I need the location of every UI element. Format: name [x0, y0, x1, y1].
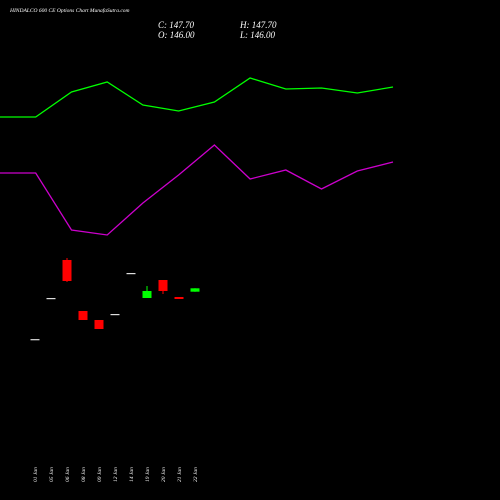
candle-body	[30, 339, 40, 341]
candle-body	[142, 291, 152, 298]
candle-body	[190, 288, 200, 292]
candle-body	[126, 273, 136, 275]
x-tick-label: 20 Jan	[161, 467, 167, 482]
candle-body	[174, 297, 184, 299]
candle-body	[62, 260, 72, 281]
open-summary: O: 146.00	[158, 30, 195, 40]
x-tick-label: 19 Jan	[145, 467, 151, 482]
x-tick-label: 22 Jan	[193, 467, 199, 482]
indicator-line	[0, 77, 394, 118]
x-tick-label: 09 Jan	[97, 467, 103, 482]
x-tick-label: 05 Jan	[49, 467, 55, 482]
close-summary: C: 147.70	[158, 20, 195, 30]
chart-title: HINDALCO 600 CE Options Chart MunafaSutr…	[9, 7, 130, 14]
x-tick-label: 01 Jan	[33, 467, 39, 482]
low-summary: L: 146.00	[239, 30, 276, 40]
indicator-line	[0, 144, 394, 236]
candle-body	[46, 298, 56, 300]
high-summary: H: 147.70	[239, 20, 277, 30]
candle-body	[78, 311, 88, 320]
x-tick-label: 08 Jan	[81, 467, 87, 482]
candle-body	[94, 320, 104, 329]
candle-body	[110, 314, 120, 316]
x-tick-label: 12 Jan	[113, 467, 119, 482]
x-tick-label: 14 Jan	[128, 467, 135, 482]
candle-body	[158, 280, 168, 291]
x-tick-label: 21 Jan	[177, 467, 183, 482]
x-tick-label: 06 Jan	[65, 467, 71, 482]
